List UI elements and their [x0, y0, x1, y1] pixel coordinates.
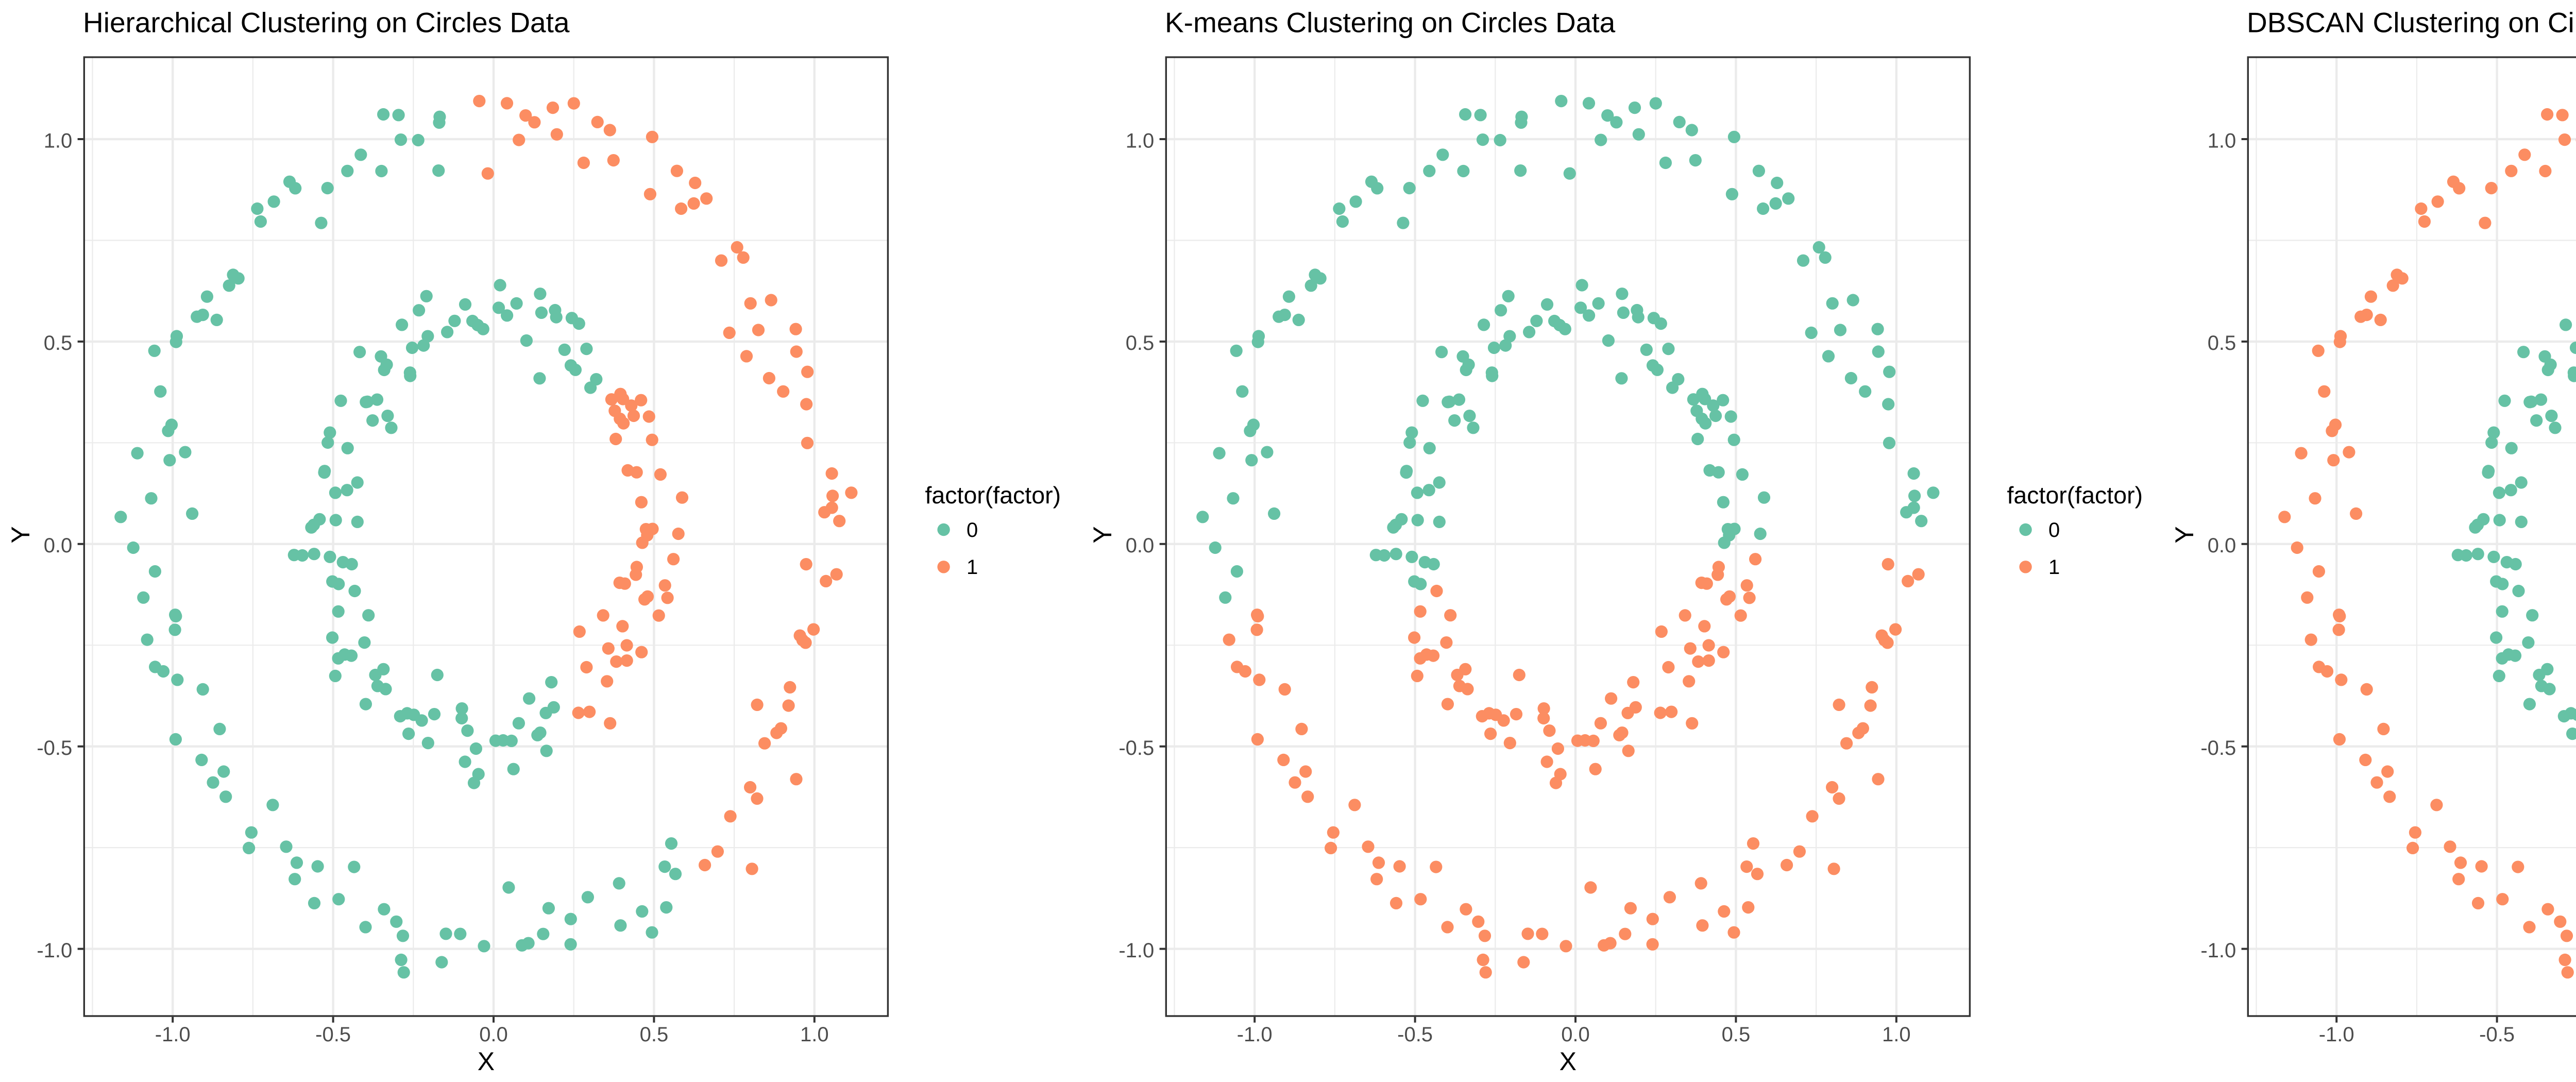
svg-text:Y: Y	[1088, 526, 1117, 543]
svg-text:0.5: 0.5	[44, 332, 73, 354]
svg-text:0.0: 0.0	[2208, 534, 2236, 557]
svg-text:0.0: 0.0	[44, 534, 73, 557]
svg-text:0.5: 0.5	[2208, 332, 2236, 354]
svg-text:-0.5: -0.5	[1397, 1023, 1433, 1046]
svg-text:Y: Y	[6, 526, 35, 543]
svg-text:-0.5: -0.5	[315, 1023, 351, 1046]
svg-text:0.0: 0.0	[1561, 1023, 1590, 1046]
svg-text:-1.0: -1.0	[1237, 1023, 1273, 1046]
svg-text:X: X	[1560, 1047, 1577, 1076]
svg-text:0.0: 0.0	[479, 1023, 508, 1046]
svg-text:-1.0: -1.0	[2200, 939, 2236, 962]
svg-text:Hierarchical Clustering on Cir: Hierarchical Clustering on Circles Data	[83, 7, 570, 39]
svg-text:-1.0: -1.0	[2319, 1023, 2354, 1046]
svg-text:-1.0: -1.0	[37, 939, 72, 962]
svg-text:1: 1	[967, 556, 978, 579]
svg-text:0: 0	[2048, 519, 2060, 542]
svg-text:1.0: 1.0	[1126, 129, 1155, 152]
svg-text:0.0: 0.0	[1126, 534, 1155, 557]
svg-text:-0.5: -0.5	[2479, 1023, 2515, 1046]
svg-text:1.0: 1.0	[44, 129, 73, 152]
svg-text:-1.0: -1.0	[1118, 939, 1154, 962]
svg-text:0.5: 0.5	[1722, 1023, 1751, 1046]
svg-text:0.5: 0.5	[640, 1023, 669, 1046]
svg-text:1.0: 1.0	[2208, 129, 2236, 152]
svg-text:K-means Clustering on Circles: K-means Clustering on Circles Data	[1165, 7, 1616, 39]
svg-text:factor(factor): factor(factor)	[925, 482, 1061, 509]
svg-text:1: 1	[2048, 556, 2060, 579]
svg-text:1.0: 1.0	[800, 1023, 829, 1046]
svg-text:factor(factor): factor(factor)	[2007, 482, 2143, 509]
svg-text:-0.5: -0.5	[2200, 737, 2236, 759]
svg-text:-1.0: -1.0	[155, 1023, 191, 1046]
svg-text:-0.5: -0.5	[37, 737, 72, 759]
svg-text:X: X	[478, 1047, 495, 1076]
svg-text:1.0: 1.0	[1882, 1023, 1911, 1046]
svg-text:0.5: 0.5	[1126, 332, 1155, 354]
svg-text:0: 0	[967, 519, 978, 542]
svg-text:DBSCAN Clustering on Circles D: DBSCAN Clustering on Circles Data	[2247, 7, 2576, 39]
svg-text:-0.5: -0.5	[1118, 737, 1154, 759]
svg-text:Y: Y	[2170, 526, 2199, 543]
